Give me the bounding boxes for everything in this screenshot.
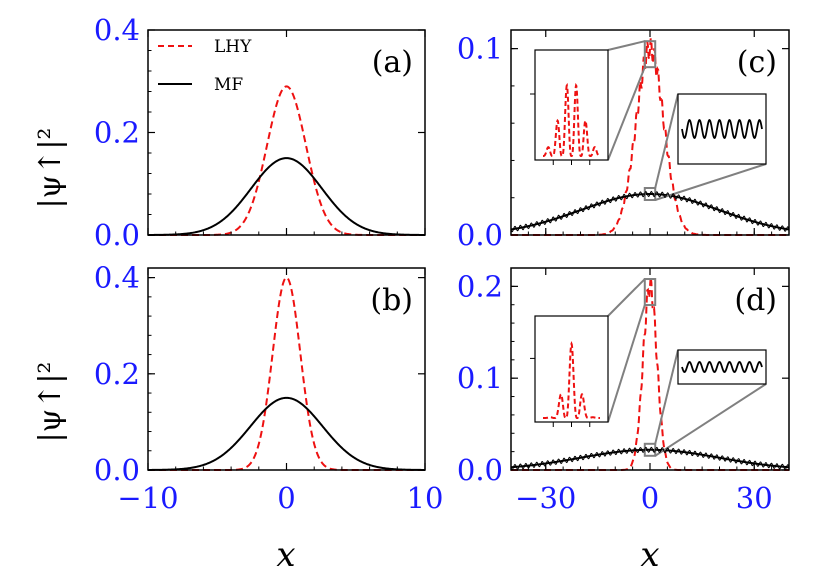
- ytick-label: 0.2: [94, 116, 140, 150]
- ytick-label: 0.0: [94, 218, 140, 252]
- zoom-connector: [607, 278, 646, 317]
- ytick-label: 0.0: [457, 218, 503, 252]
- ytick-label: 0.1: [457, 361, 503, 395]
- panel-a: 0.0 0.2 0.4 (a): [94, 13, 426, 252]
- panel-d: −30 0 30 0.0 0.1 0.2 (d): [457, 267, 790, 515]
- xtick-label: 10: [407, 481, 444, 515]
- series-mf-ripple: [510, 446, 790, 471]
- panel-c: 0.0 0.1 (c): [457, 29, 790, 252]
- legend-mf-label: MF: [214, 75, 243, 95]
- inset-peak-curve: [543, 340, 600, 420]
- panel-b: −10 0 10 0.0 0.2 0.4 (b): [94, 261, 444, 515]
- ytick-label: 0.0: [94, 453, 140, 487]
- panel-label: (d): [734, 283, 777, 318]
- series-lhy-a: [148, 85, 425, 236]
- zoom-connector: [654, 383, 767, 457]
- inset-peak-curve: [543, 82, 600, 158]
- zoom-box-peak: [643, 40, 657, 69]
- panel-label: (a): [372, 45, 413, 80]
- inset-peak: [534, 49, 609, 161]
- zoom-box-peak: [643, 278, 657, 307]
- xtick-label: −10: [117, 481, 178, 515]
- zoom-connector: [607, 304, 646, 423]
- zoom-connector: [607, 40, 646, 51]
- ytick-label: 0.4: [94, 13, 140, 47]
- inset-ripple-curve: [681, 361, 763, 373]
- xtick-label: 0: [277, 481, 295, 515]
- ytick-label: 0.0: [457, 453, 503, 487]
- legend: LHY MF: [158, 37, 252, 95]
- panel-label: (c): [737, 45, 777, 80]
- inset-peak: [534, 315, 609, 423]
- inset-ripple-curve: [681, 118, 763, 140]
- xtick-label: 30: [736, 481, 773, 515]
- zoom-connector: [607, 66, 646, 161]
- series-mf-a: [148, 157, 425, 236]
- xtick-label: −30: [515, 481, 576, 515]
- zoom-connector: [654, 93, 679, 189]
- zoom-connector: [654, 163, 767, 201]
- ylabel-bottom: |ψ↑|²: [33, 362, 68, 443]
- zoom-connector: [654, 349, 679, 445]
- ytick-label: 0.4: [94, 261, 140, 295]
- panel-label: (b): [370, 283, 413, 318]
- xlabel-right: x: [640, 535, 659, 575]
- series-mf-ripple: [510, 190, 790, 233]
- series-mf-b: [147, 396, 426, 471]
- xlabel-left: x: [276, 535, 295, 575]
- ylabel-top: |ψ↑|²: [33, 128, 68, 209]
- xtick-label: 0: [641, 481, 659, 515]
- ytick-label: 0.2: [94, 357, 140, 391]
- legend-lhy-label: LHY: [214, 37, 252, 57]
- ytick-label: 0.1: [457, 32, 503, 66]
- ytick-label: 0.2: [457, 269, 503, 303]
